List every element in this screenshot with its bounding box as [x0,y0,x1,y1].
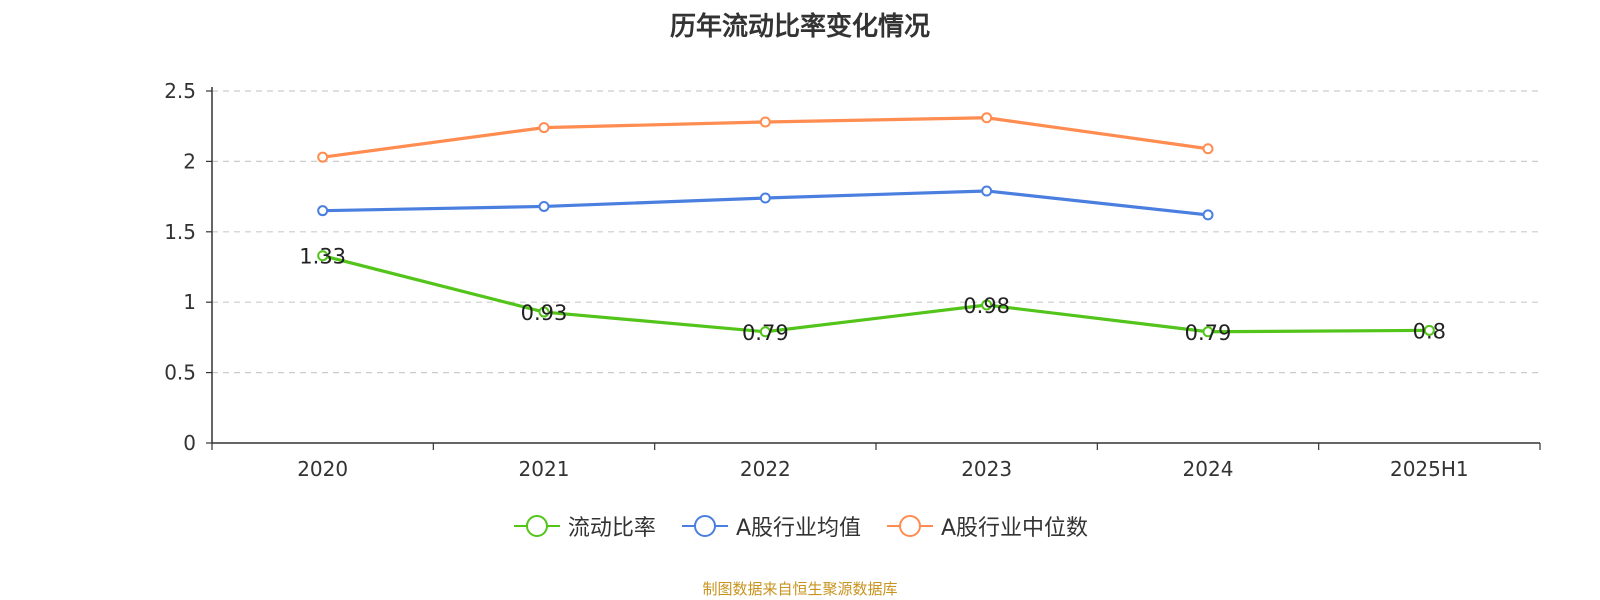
data-point [981,185,993,197]
y-tick-label: 2.5 [164,79,196,103]
y-tick-label: 0.5 [164,361,196,385]
data-point [1423,324,1435,336]
data-point [538,122,550,134]
data-point [538,200,550,212]
data-point [538,306,550,318]
x-tick-label: 2024 [1183,457,1234,481]
legend-line-circle-icon [887,515,933,537]
data-point [1202,326,1214,338]
data-point [759,192,771,204]
y-tick-label: 1 [183,290,196,314]
legend-label: 流动比率 [567,516,656,541]
legend-item[interactable]: 流动比率 [512,510,656,542]
x-tick-label: 2021 [519,457,570,481]
data-point [1202,143,1214,155]
y-tick-label: 0 [183,431,196,455]
x-tick-label: 2023 [961,457,1012,481]
series-line-0 [322,254,1430,334]
legend-item[interactable]: A股行业中位数 [885,510,1088,542]
data-label: 0.79 [742,321,789,345]
x-tick-label: 2020 [297,457,348,481]
data-label: 0.79 [1185,321,1232,345]
legend-line-circle-icon [513,515,560,537]
legend: 流动比率 A股行业均值 A股行业中位数 [0,510,1600,542]
data-label: 0.98 [963,294,1010,318]
data-point [317,250,329,262]
x-tick-label: 2022 [740,457,791,481]
data-label: 1.33 [299,245,346,269]
data-point [1202,209,1214,221]
data-point [981,112,993,124]
data-label: 0.8 [1413,319,1446,343]
legend-label: A股行业中位数 [941,516,1089,541]
y-tick-label: 1.5 [164,220,196,244]
data-label: 0.93 [521,301,568,325]
legend-item[interactable]: A股行业均值 [680,510,861,542]
legend-label: A股行业均值 [735,516,861,541]
legend-line-circle-icon [681,515,728,537]
data-point [759,116,771,128]
data-point [759,326,771,338]
x-tick-label: 2025H1 [1390,457,1469,481]
chart-title: 历年流动比率变化情况 [669,12,930,42]
y-tick-label: 2 [183,149,196,173]
data-point [317,205,329,217]
data-point [981,299,993,311]
source-note: 制图数据来自恒生聚源数据库 [702,580,898,598]
data-point [317,151,329,163]
